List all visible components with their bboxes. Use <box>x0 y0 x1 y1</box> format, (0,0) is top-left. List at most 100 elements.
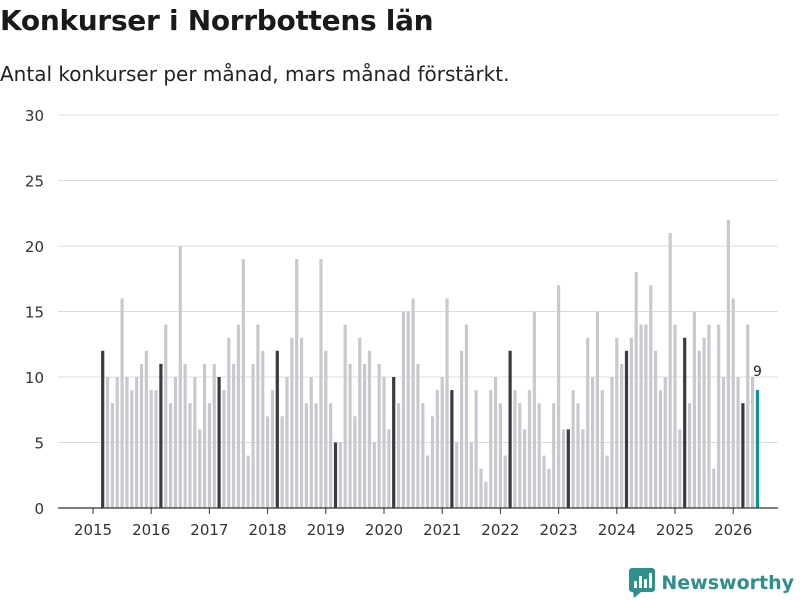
bar <box>489 390 493 508</box>
bar <box>595 311 599 508</box>
bar <box>110 403 114 508</box>
bar <box>498 403 502 508</box>
bar <box>644 324 648 508</box>
bar <box>188 403 192 508</box>
y-tick-label: 0 <box>34 500 44 518</box>
bar-march <box>683 337 687 508</box>
bar <box>571 390 575 508</box>
bar <box>304 403 308 508</box>
bar <box>367 350 372 508</box>
bar <box>193 377 197 508</box>
bar <box>363 363 367 508</box>
bar-march <box>450 390 454 508</box>
x-tick-label: 2017 <box>190 521 228 539</box>
y-tick-label: 30 <box>25 107 44 125</box>
bar <box>401 311 405 508</box>
bar <box>246 455 250 508</box>
bar <box>149 390 153 508</box>
bar-latest <box>755 390 760 508</box>
bar <box>542 455 546 508</box>
bar <box>552 403 556 508</box>
bar <box>241 259 245 508</box>
bar <box>605 455 609 508</box>
bar <box>270 390 275 508</box>
bar <box>154 390 158 508</box>
y-tick-label: 20 <box>25 238 44 256</box>
bar <box>314 403 318 508</box>
bar <box>527 390 532 508</box>
bar <box>256 324 260 508</box>
bar <box>581 429 585 508</box>
bar <box>523 429 527 508</box>
bar <box>697 350 701 508</box>
bar <box>266 416 270 508</box>
bar <box>115 377 119 508</box>
bar <box>164 324 168 508</box>
y-tick-label: 25 <box>25 173 44 191</box>
bar <box>586 337 590 508</box>
bar <box>290 337 294 508</box>
bar <box>348 363 352 508</box>
y-tick-label: 10 <box>25 369 44 387</box>
bar <box>576 403 580 508</box>
bar <box>202 363 207 508</box>
bar-march <box>566 429 570 508</box>
data-labels: 9 <box>753 364 762 380</box>
bar <box>309 377 313 508</box>
bar <box>503 455 507 508</box>
bar <box>518 403 522 508</box>
bar <box>600 390 604 508</box>
bar <box>610 377 614 508</box>
bar <box>295 259 299 508</box>
bar <box>673 324 677 508</box>
chart-bubble-icon <box>629 568 656 598</box>
bar <box>222 390 226 508</box>
bar <box>678 429 682 508</box>
bar <box>493 377 498 508</box>
bar <box>426 455 430 508</box>
bar <box>658 390 663 508</box>
x-tick-label: 2024 <box>598 521 636 539</box>
bar-march <box>508 350 512 508</box>
bar-march <box>159 363 163 508</box>
bar-march <box>624 350 629 508</box>
x-tick-label: 2016 <box>132 521 170 539</box>
bar <box>445 298 449 508</box>
x-tick-label: 2022 <box>481 521 519 539</box>
bar-march <box>741 403 745 508</box>
bar <box>251 363 255 508</box>
bar <box>396 403 401 508</box>
bar <box>144 350 148 508</box>
bar-march <box>333 442 338 508</box>
bar <box>532 311 536 508</box>
bar <box>649 285 653 508</box>
bar <box>343 324 347 508</box>
bar <box>411 298 415 508</box>
bar <box>169 403 173 508</box>
y-tick-label: 15 <box>25 304 44 322</box>
bar <box>139 363 144 508</box>
bar <box>717 324 721 508</box>
bar <box>639 324 643 508</box>
bar <box>663 377 667 508</box>
x-tick-label: 2018 <box>249 521 287 539</box>
bar <box>479 468 483 508</box>
bar <box>547 468 551 508</box>
bar-march <box>275 350 279 508</box>
bar <box>382 377 386 508</box>
bar <box>440 377 444 508</box>
bar <box>561 429 566 508</box>
bar <box>469 442 473 508</box>
bar <box>474 390 478 508</box>
bar <box>232 363 236 508</box>
brand-name: Newsworthy <box>661 572 794 594</box>
bar <box>285 377 289 508</box>
bar <box>746 324 750 508</box>
x-tick-label: 2025 <box>656 521 694 539</box>
x-tick-label: 2019 <box>307 521 345 539</box>
bar <box>198 429 202 508</box>
bar <box>484 481 488 508</box>
bar <box>736 377 740 508</box>
chart-title: Konkurser i Norrbottens län <box>0 4 434 37</box>
